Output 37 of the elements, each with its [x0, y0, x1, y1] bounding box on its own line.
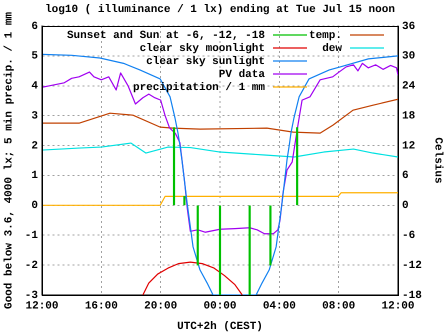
y-tick-label: -2: [24, 260, 38, 272]
legend-label: clear sky moonlight: [140, 42, 265, 55]
y2-tick-label: 36: [402, 20, 416, 33]
y2-tick-label: -18: [402, 290, 422, 302]
x-axis-title: UTC+2h (CEST): [177, 321, 263, 334]
y2-tick-label: -12: [402, 260, 422, 272]
legend-label: dew: [322, 42, 342, 55]
x-tick-label: 12:00: [25, 300, 59, 312]
y-tick-label: 3: [31, 110, 38, 122]
y-tick-label: 0: [31, 200, 38, 212]
y2-tick-label: 0: [402, 200, 409, 212]
y-axis-title: Good below 3.6, 4000 lx; 5 min precip. / 1 mm: [3, 12, 16, 310]
y2-axis-title: Celsius: [432, 137, 444, 184]
y2-tick-label: 12: [402, 140, 416, 152]
x-tick-label: 20:00: [144, 300, 178, 312]
y-tick-label: 1: [31, 170, 38, 182]
legend-label: Sunset and Sun at -6, -12, -18: [66, 30, 266, 42]
y2-tick-label: 18: [402, 110, 416, 122]
x-tick-label: 00:00: [203, 300, 237, 312]
x-tick-label: 16:00: [84, 300, 118, 312]
y2-tick-label: 6: [402, 170, 409, 182]
x-tick-label: 12:00: [381, 300, 415, 312]
y2-tick-label: 30: [402, 50, 416, 63]
legend-label: temp.: [308, 30, 342, 42]
legend-label: PV data: [218, 68, 266, 81]
y-tick-label: 6: [31, 20, 38, 33]
x-tick-label: 08:00: [322, 300, 356, 312]
y-tick-label: -3: [24, 290, 38, 302]
y2-tick-label: 24: [402, 80, 416, 93]
y-tick-label: 4: [31, 80, 38, 93]
legend-label: clear sky sunlight: [146, 56, 265, 68]
y-tick-label: 5: [31, 50, 38, 63]
x-tick-label: 04:00: [262, 300, 296, 312]
y-tick-label: 2: [31, 140, 38, 152]
y-tick-label: -1: [24, 230, 38, 242]
y2-tick-label: -6: [402, 230, 416, 242]
chart-title: log10 ( illuminance / 1 lx) ending at Tue Jul 15 noon: [45, 4, 395, 16]
